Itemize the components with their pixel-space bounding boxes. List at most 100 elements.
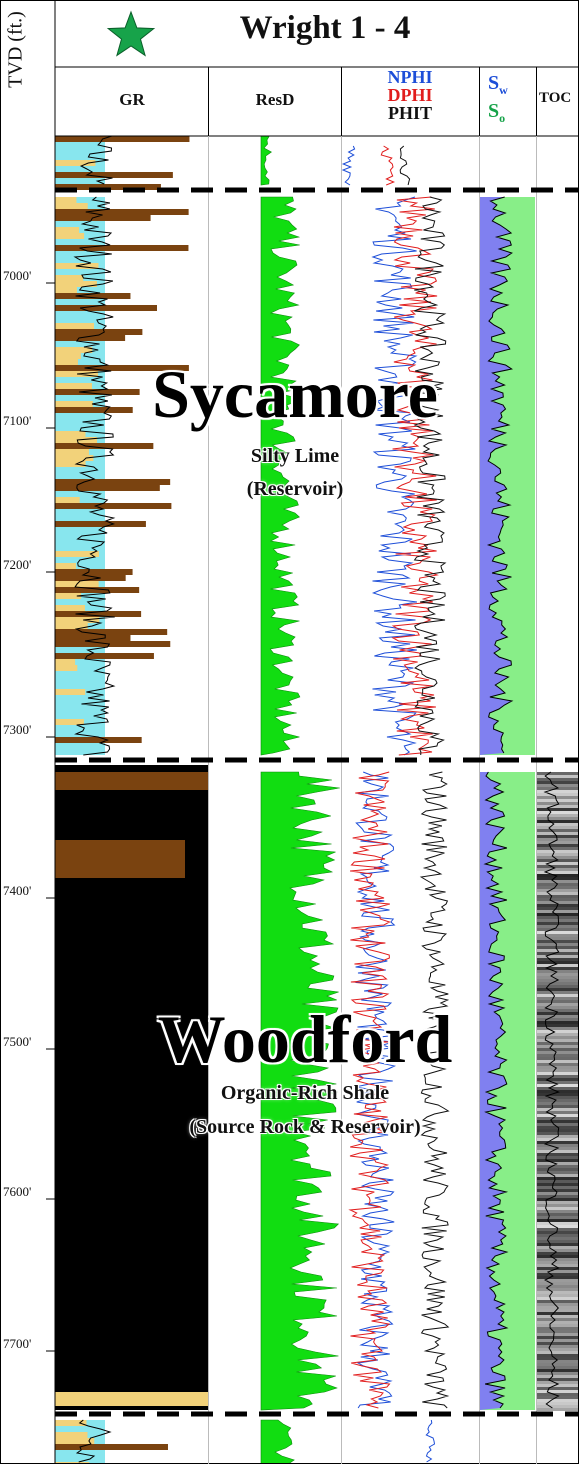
depth-label-7000: 7000' xyxy=(3,268,32,283)
toc-shade-band xyxy=(537,1030,579,1033)
gr-lithology-band xyxy=(55,437,98,443)
toc-shade-band xyxy=(537,1399,579,1402)
gr-lithology-band xyxy=(55,569,133,575)
gr-lithology-band xyxy=(55,743,78,749)
toc-shade-band xyxy=(537,859,579,862)
gr-lithology-band xyxy=(55,647,88,653)
gr-lithology-band xyxy=(55,425,100,431)
toc-shade-band xyxy=(537,1180,579,1183)
gr-lithology-band xyxy=(55,203,88,209)
toc-shade-band xyxy=(537,775,579,778)
toc-shade-band xyxy=(537,892,579,895)
gr-lithology-band xyxy=(55,515,85,521)
toc-shade-band xyxy=(537,1084,579,1087)
toc-shade-band xyxy=(537,1384,579,1387)
nphi-curve xyxy=(425,1419,436,1463)
gr-lithology-band xyxy=(55,587,140,593)
gr-lithology-band xyxy=(55,215,151,221)
toc-shade-band xyxy=(537,1375,579,1378)
gr-lithology-band xyxy=(55,1420,87,1426)
toc-shade-band xyxy=(537,829,579,832)
gr-lithology-band xyxy=(55,142,81,148)
gr-lithology-band xyxy=(55,136,190,142)
toc-shade-band xyxy=(537,1255,579,1258)
gr-lithology-band xyxy=(55,641,171,647)
depth-label-7300: 7300' xyxy=(3,722,32,737)
dphi-track-header: DPHI xyxy=(387,85,433,105)
gr-lithology-band xyxy=(55,575,126,581)
gr-lithology-band xyxy=(55,653,154,659)
formation-name-sycamore: Sycamore xyxy=(152,356,438,432)
toc-shade-band xyxy=(537,1360,579,1363)
toc-shade-band xyxy=(537,1345,579,1348)
toc-shade-band xyxy=(537,1318,579,1321)
toc-shade-band xyxy=(537,1105,579,1108)
toc-shade-band xyxy=(537,1096,579,1099)
gr-lithology-band xyxy=(55,197,77,203)
toc-shade-band xyxy=(537,805,579,808)
gr-lithology-band xyxy=(55,449,89,455)
toc-shade-band xyxy=(537,976,579,979)
toc-shade-band xyxy=(537,886,579,889)
toc-shade-band xyxy=(537,868,579,871)
depth-label-7700: 7700' xyxy=(3,1336,32,1351)
toc-shade-band xyxy=(537,880,579,883)
toc-shade-band xyxy=(537,826,579,829)
toc-shade-band xyxy=(537,931,579,934)
so-track-header: So xyxy=(488,100,506,125)
gr-lithology-band xyxy=(55,371,99,377)
well-name-title: Wright 1 - 4 xyxy=(239,10,411,46)
gr-lithology-band xyxy=(55,377,80,383)
toc-shade-band xyxy=(537,856,579,859)
depth-axis-title: TVD (ft.) xyxy=(4,11,27,88)
toc-shade-band xyxy=(537,847,579,850)
gr-track-header: GR xyxy=(119,90,145,109)
toc-shade-band xyxy=(537,970,579,973)
gr-lithology-band xyxy=(55,413,79,419)
toc-shade-band xyxy=(537,901,579,904)
toc-shade-band xyxy=(537,955,579,958)
dphi-curve xyxy=(380,145,396,186)
toc-shade-band xyxy=(537,934,579,937)
toc-shade-band xyxy=(537,1171,579,1174)
gr-curve xyxy=(79,135,113,185)
toc-shade-band xyxy=(537,1402,579,1405)
toc-shade-band xyxy=(537,1276,579,1279)
gr-lithology-band xyxy=(55,689,86,695)
toc-shade-band xyxy=(537,1198,579,1201)
formation-role-woodford: (Source Rock & Reservoir) xyxy=(189,1116,421,1138)
toc-shade-band xyxy=(537,1234,579,1237)
toc-shade-band xyxy=(537,1039,579,1042)
toc-shade-band xyxy=(537,1381,579,1384)
gr-lithology-band xyxy=(55,419,76,425)
sw-curve xyxy=(486,196,514,754)
gr-lithology-band xyxy=(55,1444,168,1450)
gr-lithology-band xyxy=(55,209,189,215)
toc-track-header: TOC xyxy=(539,90,572,106)
toc-shade-band xyxy=(537,838,579,841)
sw-track-header: Sw xyxy=(488,72,508,97)
toc-shade-band xyxy=(537,823,579,826)
green-star-icon xyxy=(106,10,156,57)
gr-lithology-band xyxy=(55,221,92,227)
toc-shade-band xyxy=(537,1078,579,1081)
toc-shade-band xyxy=(537,1189,579,1192)
toc-shade-band xyxy=(537,937,579,940)
gr-lithology-band xyxy=(55,485,160,491)
toc-shade-band xyxy=(537,1249,579,1252)
toc-shade-band xyxy=(537,1330,579,1333)
gr-lithology-band xyxy=(55,395,77,401)
toc-shade-band xyxy=(537,1279,579,1282)
toc-shade-band xyxy=(537,889,579,892)
formation-lithology-woodford: Organic-Rich Shale xyxy=(220,1082,390,1104)
gr-lithology-band xyxy=(55,389,140,395)
toc-shade-band xyxy=(537,1324,579,1327)
toc-shade-band xyxy=(537,952,579,955)
phit-curve xyxy=(399,145,411,186)
gr-lithology-band xyxy=(55,617,100,623)
toc-shade-band xyxy=(537,1237,579,1240)
toc-shade-band xyxy=(537,1099,579,1102)
gr-lithology-band xyxy=(55,1432,88,1438)
gr-lithology-band xyxy=(55,461,86,467)
toc-shade-band xyxy=(537,985,579,988)
